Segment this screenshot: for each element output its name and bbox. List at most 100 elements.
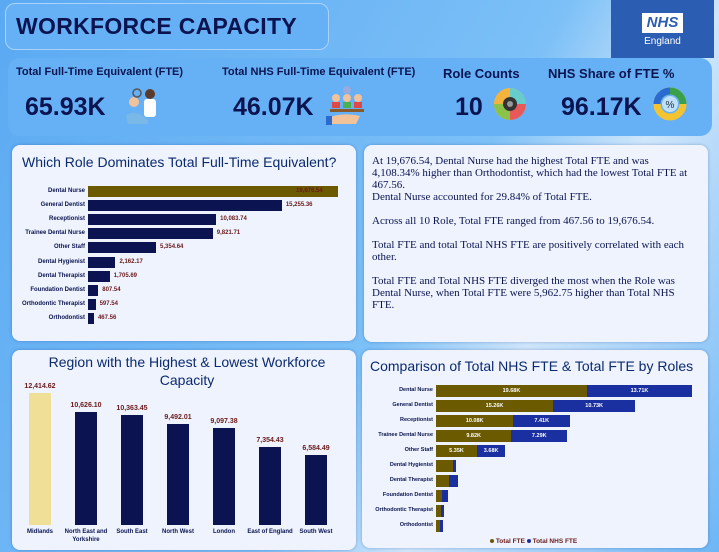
chart-title: Region with the Highest & Lowest Workfor… bbox=[48, 354, 326, 388]
bar-nhs-fte[interactable]: 7.41K bbox=[513, 415, 571, 427]
category-label: South East bbox=[116, 529, 148, 535]
category-label: Midlands bbox=[26, 529, 53, 535]
bar-label: Dental Therapist bbox=[389, 477, 433, 483]
bar[interactable] bbox=[29, 393, 51, 525]
category-label: North East and Yorkshire bbox=[64, 529, 108, 543]
bar[interactable] bbox=[88, 214, 217, 226]
data-label: 9,492.01 bbox=[164, 414, 192, 422]
bar-nhs-fte[interactable]: 3.68K bbox=[477, 445, 506, 457]
bar[interactable] bbox=[88, 284, 99, 296]
bar-total-fte[interactable]: 15.26K bbox=[436, 400, 554, 412]
bar-label: Dental Hygienist bbox=[37, 258, 85, 265]
chart-title: Which Role Dominates Total Full-Time Equ… bbox=[22, 154, 337, 170]
data-label: 12,414.62 bbox=[24, 383, 56, 390]
nhs-england-logo: NHS England bbox=[611, 0, 714, 58]
svg-text:%: % bbox=[666, 100, 675, 111]
bar[interactable] bbox=[167, 424, 189, 525]
kpi-label-nhs-fte: Total NHS Full-Time Equivalent (FTE) bbox=[222, 66, 416, 78]
kpi-label-role-counts: Role Counts bbox=[443, 66, 520, 81]
nhs-logo-sub: England bbox=[644, 36, 681, 47]
dentist-patient-icon bbox=[126, 88, 156, 124]
bar-total-fte[interactable] bbox=[436, 490, 443, 502]
kpi-value-nhs-share: 96.17K bbox=[561, 93, 642, 121]
data-label: 6,584.49 bbox=[302, 444, 330, 452]
data-label: 10,363.45 bbox=[116, 404, 148, 412]
bar-nhs-fte[interactable]: 13.71K bbox=[586, 385, 693, 397]
bar-label: Receptionist bbox=[399, 417, 433, 423]
bar-total-fte[interactable] bbox=[436, 505, 441, 517]
kpi-value-role-counts: 10 bbox=[455, 93, 483, 121]
data-label: 9,097.38 bbox=[210, 418, 238, 426]
bar[interactable] bbox=[88, 242, 157, 254]
numbered-gear-icon bbox=[494, 88, 526, 120]
page-title: WORKFORCE CAPACITY bbox=[5, 3, 329, 50]
category-label: North West bbox=[162, 529, 194, 535]
hand-people-icon bbox=[326, 86, 364, 125]
bar-total-fte[interactable] bbox=[436, 520, 440, 532]
bar-nhs-fte[interactable] bbox=[440, 505, 445, 517]
bar-nhs-fte[interactable]: 10.73K bbox=[553, 400, 636, 412]
bar[interactable] bbox=[121, 414, 143, 525]
legend-total-nhs-fte[interactable]: Total NHS FTE bbox=[532, 538, 578, 545]
bar-label: Dental Nurse bbox=[399, 387, 433, 393]
kpi-value-total-fte: 65.93K bbox=[25, 93, 106, 121]
legend-swatch-nhs-fte bbox=[526, 539, 531, 543]
bar[interactable] bbox=[88, 256, 116, 268]
bar-label: Orthodontic Therapist bbox=[375, 507, 433, 513]
bar[interactable] bbox=[88, 228, 213, 240]
chart-title: Comparison of Total NHS FTE & Total FTE … bbox=[370, 358, 694, 374]
bar-total-fte[interactable] bbox=[436, 460, 453, 472]
bar[interactable] bbox=[213, 428, 235, 525]
bar-total-fte[interactable]: 5.35K bbox=[436, 445, 478, 457]
bar-nhs-fte[interactable] bbox=[452, 460, 456, 472]
legend-swatch-total-fte bbox=[490, 539, 494, 543]
bar-total-fte[interactable]: 10.08K bbox=[436, 415, 514, 427]
region-chart-panel: Region with the Highest & Lowest Workfor… bbox=[12, 350, 356, 550]
data-label: 15,255.36 bbox=[285, 202, 313, 209]
bar-label: Foundation Dentist bbox=[382, 492, 433, 498]
bar-total-fte[interactable] bbox=[436, 475, 450, 487]
bar-nhs-fte[interactable] bbox=[439, 520, 443, 532]
bar-label: Orthodontist bbox=[48, 314, 85, 321]
nhs-logo-mark: NHS bbox=[641, 13, 684, 33]
bar[interactable] bbox=[75, 412, 97, 525]
percent-donut-icon: % bbox=[653, 87, 687, 121]
legend: Total FTE Total NHS FTE bbox=[490, 538, 577, 545]
insight-1: At 19,676.54, Dental Nurse had the highe… bbox=[372, 155, 688, 203]
data-label: 19,676.54 bbox=[296, 188, 323, 194]
data-label: 9,821.71 bbox=[216, 230, 241, 237]
kpi-label-total-fte: Total Full-Time Equivalent (FTE) bbox=[16, 66, 184, 78]
bar-label: General Dentist bbox=[392, 402, 433, 408]
data-label: 2,162.17 bbox=[119, 258, 143, 265]
bar[interactable] bbox=[88, 312, 94, 324]
bar-nhs-fte[interactable]: 7.29K bbox=[511, 430, 568, 442]
bar-label: Other Staff bbox=[404, 447, 433, 453]
bar-nhs-fte[interactable] bbox=[449, 475, 459, 487]
bar[interactable] bbox=[88, 200, 282, 212]
category-label: South West bbox=[299, 529, 333, 535]
comparison-chart-panel: Comparison of Total NHS FTE & Total FTE … bbox=[362, 350, 708, 548]
data-label: 597.54 bbox=[99, 300, 118, 307]
bar[interactable] bbox=[305, 454, 327, 525]
bar-nhs-fte[interactable] bbox=[442, 490, 448, 502]
bar-label: Dental Hygienist bbox=[389, 462, 433, 468]
bar[interactable] bbox=[259, 446, 281, 525]
legend-total-fte[interactable]: Total FTE bbox=[495, 538, 525, 545]
bar-total-fte[interactable]: 9.82K bbox=[436, 430, 512, 442]
category-label: London bbox=[213, 529, 235, 535]
bar-total-fte[interactable]: 19.68K bbox=[436, 385, 587, 397]
bar-label: Orthodontist bbox=[399, 522, 433, 528]
bar[interactable] bbox=[88, 186, 338, 197]
bar-label: General Dentist bbox=[40, 202, 85, 209]
bar-label: Orthodontic Therapist bbox=[22, 300, 85, 307]
data-label: 10,626.10 bbox=[70, 402, 102, 410]
category-label: East of England bbox=[247, 529, 293, 535]
kpi-value-nhs-fte: 46.07K bbox=[233, 93, 314, 121]
data-label: 7,354.43 bbox=[256, 436, 284, 444]
bar-label: Trainee Dental Nurse bbox=[25, 230, 85, 237]
kpi-band: Total Full-Time Equivalent (FTE) 65.93K … bbox=[8, 58, 712, 136]
bar[interactable] bbox=[88, 298, 96, 310]
bar[interactable] bbox=[88, 270, 110, 282]
bar-label: Dental Therapist bbox=[37, 272, 85, 279]
insight-2: Across all 10 Role, Total FTE ranged fro… bbox=[372, 215, 655, 227]
